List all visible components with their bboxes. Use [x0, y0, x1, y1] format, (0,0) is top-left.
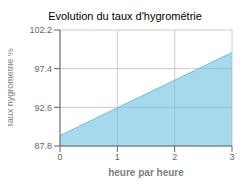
svg-text:92.6: 92.6	[34, 103, 52, 113]
svg-text:0: 0	[57, 152, 62, 162]
svg-text:3: 3	[229, 152, 234, 162]
svg-text:102.2: 102.2	[29, 25, 52, 35]
svg-text:heure par heure: heure par heure	[108, 167, 184, 178]
html-text:Evolution du taux d'hygrométri: Evolution du taux d'hygrométrie	[48, 10, 202, 22]
svg-text:87.8: 87.8	[34, 141, 52, 151]
svg-text:1: 1	[115, 152, 120, 162]
svg-text:Taux hygrométrie %: Taux hygrométrie %	[8, 48, 15, 128]
svg-text:97.4: 97.4	[34, 64, 52, 74]
svg-text:2: 2	[172, 152, 177, 162]
